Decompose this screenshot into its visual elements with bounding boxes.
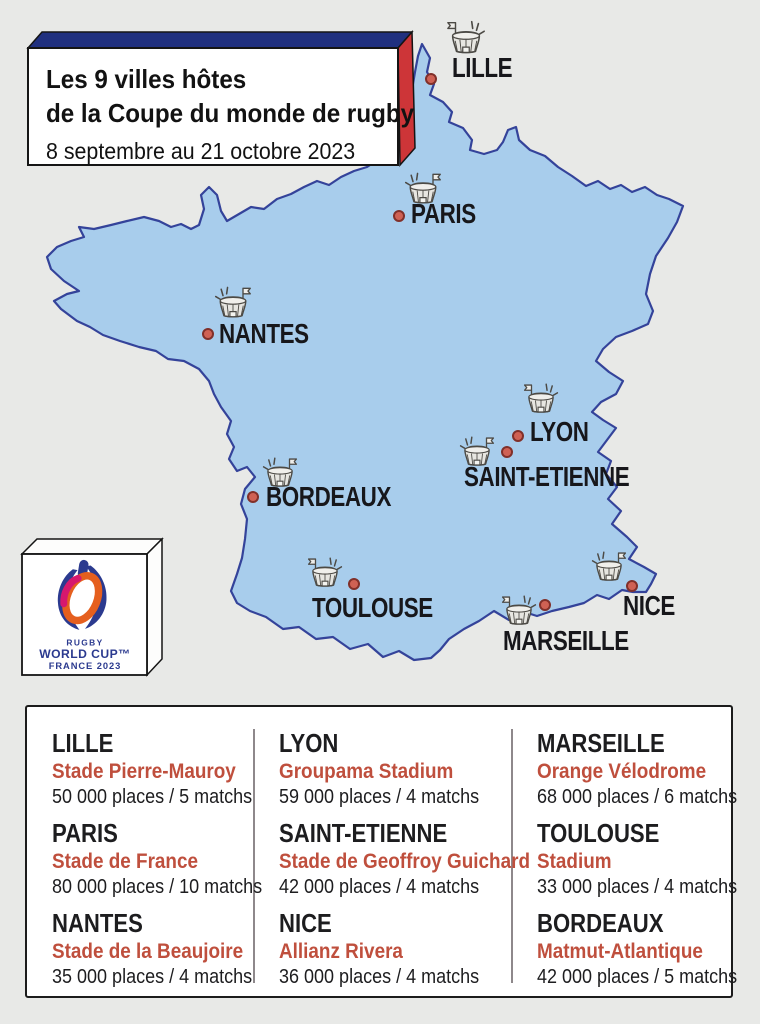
table-cell-nice: NICE Allianz Rivera 36 000 places / 4 ma… — [254, 909, 512, 999]
cell-stadium: Matmut-Atlantique — [537, 940, 703, 963]
stadium-icon — [304, 553, 346, 591]
city-label: LYON — [530, 416, 589, 447]
city-dot — [348, 578, 360, 590]
cell-city: LILLE — [52, 728, 114, 758]
city-label: MARSEILLE — [503, 625, 629, 656]
cell-details: 68 000 places / 6 matchs — [537, 786, 738, 808]
stadium-icon — [498, 591, 540, 629]
city-dot — [626, 580, 638, 592]
city-dot — [512, 430, 524, 442]
rwc-logo: RUGBY WORLD CUP™ FRANCE 2023 — [39, 559, 131, 671]
city-dot — [501, 446, 513, 458]
cell-details: 80 000 places / 10 matchs — [52, 876, 263, 898]
cell-stadium: Stadium — [537, 850, 612, 873]
cell-stadium: Stade Pierre-Mauroy — [52, 760, 236, 783]
city-label: PARIS — [411, 198, 476, 229]
cell-city: NICE — [279, 908, 332, 938]
cell-stadium: Stade de Geoffroy Guichard — [279, 850, 531, 873]
logo-text-worldcup: WORLD CUP™ — [39, 647, 131, 661]
stadium-icon — [588, 547, 630, 585]
city-label: LILLE — [452, 52, 513, 83]
cell-details: 50 000 places / 5 matchs — [52, 786, 253, 808]
city-label: NANTES — [219, 318, 309, 349]
column-divider — [253, 729, 255, 983]
city-dot — [539, 599, 551, 611]
cell-details: 36 000 places / 4 matchs — [279, 966, 480, 988]
cell-stadium: Stade de la Beaujoire — [52, 940, 244, 963]
info-card: LILLE Stade Pierre-Mauroy 50 000 places … — [25, 705, 738, 999]
cell-city: TOULOUSE — [537, 818, 660, 848]
infographic-title-line2: de la Coupe du monde de rugby — [46, 98, 415, 128]
city-dot — [425, 73, 437, 85]
map-of-france — [45, 42, 685, 662]
infographic-dates: 8 septembre au 21 octobre 2023 — [46, 138, 356, 164]
stadium-icon — [520, 379, 562, 417]
infographic-title-line1: Les 9 villes hôtes — [46, 64, 247, 94]
logo-text-france2023: FRANCE 2023 — [49, 661, 121, 671]
france-outline — [45, 42, 685, 662]
cell-stadium: Allianz Rivera — [279, 940, 403, 963]
cell-details: 35 000 places / 4 matchs — [52, 966, 253, 988]
table-cell-lille: LILLE Stade Pierre-Mauroy 50 000 places … — [27, 729, 254, 819]
table-cell-toulouse: TOULOUSE Stadium 33 000 places / 4 match… — [512, 818, 738, 909]
city-dot — [247, 491, 259, 503]
cell-city: NANTES — [52, 908, 143, 938]
cell-stadium: Groupama Stadium — [279, 760, 454, 783]
cell-details: 33 000 places / 4 matchs — [537, 876, 738, 898]
city-label: NICE — [623, 590, 675, 621]
title-card-box — [26, 30, 416, 167]
rwc-logo-mark — [57, 559, 107, 630]
table-cell-paris: PARIS Stade de France 80 000 places / 10… — [27, 818, 263, 909]
stadium-icon — [211, 282, 255, 322]
table-cell-bordeaux: BORDEAUX Matmut-Atlantique 42 000 places… — [512, 908, 738, 999]
cell-details: 59 000 places / 4 matchs — [279, 786, 480, 808]
cell-city: LYON — [279, 728, 339, 758]
city-dot — [393, 210, 405, 222]
cell-city: BORDEAUX — [537, 908, 664, 938]
logo-text-rugby: RUGBY — [66, 638, 103, 648]
cell-city: MARSEILLE — [537, 728, 665, 758]
table-cell-nantes: NANTES Stade de la Beaujoire 35 000 plac… — [27, 909, 254, 999]
city-label: TOULOUSE — [312, 592, 433, 623]
city-label: BORDEAUX — [266, 481, 391, 512]
cell-city: SAINT-ETIENNE — [279, 818, 448, 848]
cell-stadium: Orange Vélodrome — [537, 760, 707, 783]
cell-details: 42 000 places / 5 matchs — [537, 966, 738, 988]
table-cell-saint-etienne: SAINT-ETIENNE Stade de Geoffroy Guichard… — [254, 818, 531, 909]
column-divider — [511, 729, 513, 983]
city-label: SAINT-ETIENNE — [464, 461, 630, 492]
cell-details: 42 000 places / 4 matchs — [279, 876, 480, 898]
table-cell-lyon: LYON Groupama Stadium 59 000 places / 4 … — [254, 729, 512, 819]
city-dot — [202, 328, 214, 340]
cell-stadium: Stade de France — [52, 850, 199, 873]
table-cell-marseille: MARSEILLE Orange Vélodrome 68 000 places… — [512, 728, 738, 819]
cell-city: PARIS — [52, 818, 118, 848]
